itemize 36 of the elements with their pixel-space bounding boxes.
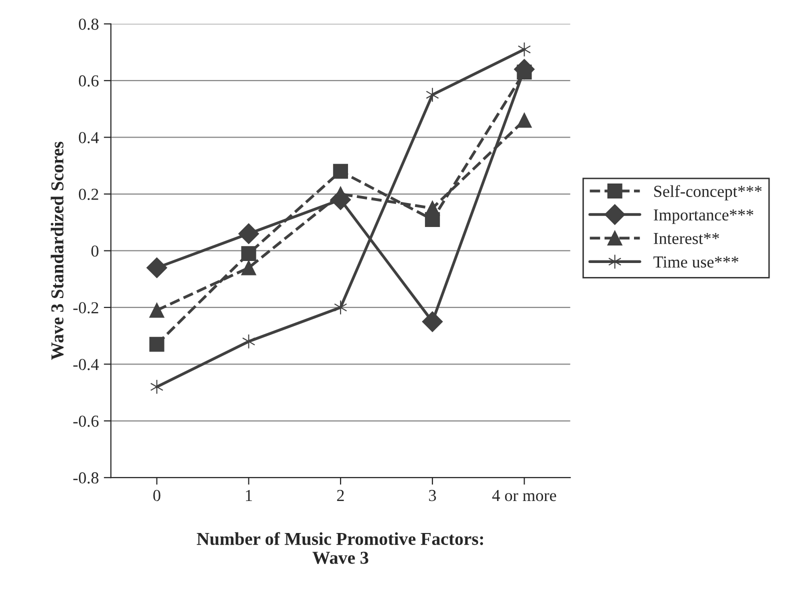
point — [149, 302, 164, 318]
x-tick-label: 0 — [153, 490, 160, 502]
point — [514, 58, 535, 80]
y-tick-label: 0.6 — [78, 75, 99, 87]
legend-label: Interest** — [654, 233, 720, 244]
y-tick-label: 0.2 — [78, 188, 98, 200]
y-tick-label: -0.4 — [73, 358, 99, 370]
point — [334, 300, 348, 315]
point — [150, 379, 164, 394]
point — [422, 311, 443, 332]
y-tick-label: 0 — [91, 245, 98, 257]
point — [333, 164, 348, 179]
legend-label: Time use*** — [653, 256, 738, 268]
x-tick-label: 2 — [337, 490, 344, 501]
point — [241, 260, 256, 276]
x-tick-label: 1 — [246, 490, 252, 501]
point — [424, 200, 440, 216]
point — [238, 223, 260, 244]
point — [149, 336, 164, 352]
y-tick-label: -0.2 — [73, 302, 98, 314]
x-axis-title: Number of Music Promotive Factors: Wave 3 — [196, 532, 484, 564]
x-tick-label: 3 — [429, 490, 436, 502]
legend-label: Importance*** — [654, 209, 754, 224]
legend-label: Self-concept*** — [654, 185, 762, 200]
point — [516, 112, 532, 128]
point — [241, 246, 256, 262]
point — [426, 87, 439, 102]
y-axis-title: Wave 3 Standardized Scores — [50, 142, 64, 360]
y-tick-label: 0.4 — [78, 132, 99, 144]
point — [146, 257, 168, 278]
y-tick-label: -0.8 — [73, 472, 98, 484]
y-tick-label: 0.8 — [78, 18, 98, 30]
point — [242, 334, 256, 349]
y-tick-label: -0.6 — [73, 416, 99, 427]
x-tick-label: 4 or more — [492, 490, 556, 502]
point — [518, 42, 531, 57]
